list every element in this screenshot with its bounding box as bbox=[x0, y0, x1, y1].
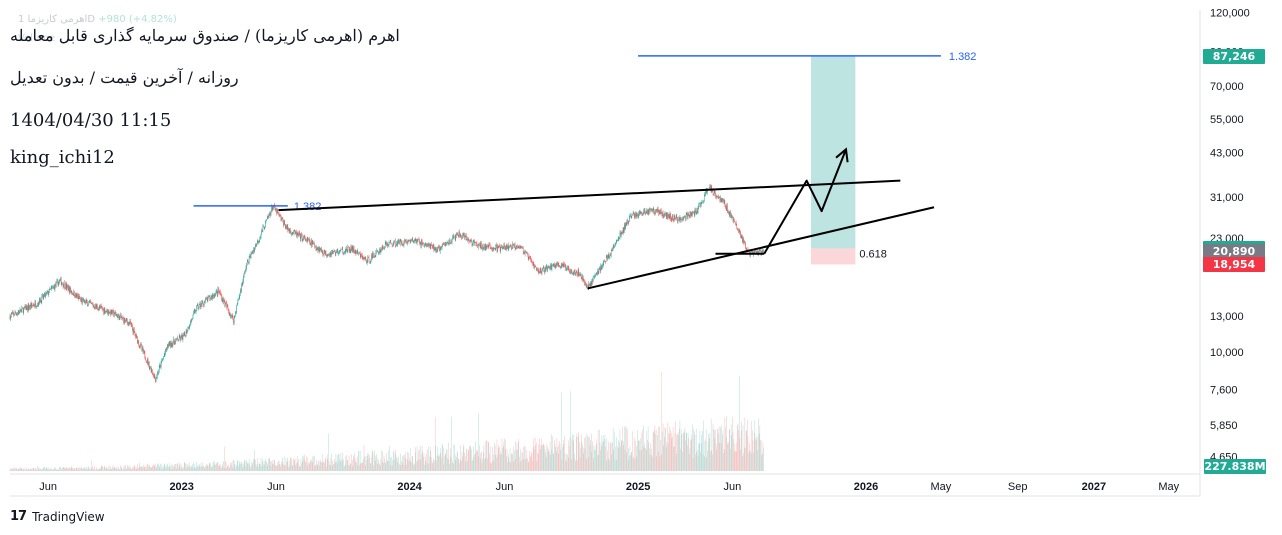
y-tick-label: 55,000 bbox=[1210, 114, 1244, 126]
x-tick-label: Sep bbox=[1008, 481, 1028, 493]
tradingview-logo[interactable]: 17 TradingView bbox=[10, 509, 105, 524]
y-tick-label: 70,000 bbox=[1210, 81, 1244, 93]
x-tick-label: May bbox=[931, 481, 952, 493]
x-tick-label: Jun bbox=[723, 481, 741, 493]
axes: 120,00090,00070,00055,00043,00031,00023,… bbox=[10, 7, 1250, 497]
chart-datetime: 1404/04/30 11:15 bbox=[10, 110, 172, 131]
projection-arrowhead-icon bbox=[835, 147, 849, 163]
volume-bars bbox=[9, 371, 764, 471]
y-tick-label: 5,850 bbox=[1210, 420, 1238, 432]
drawings[interactable]: 1.382 1.382 0.618 bbox=[193, 51, 977, 290]
y-tick-label: 43,000 bbox=[1210, 148, 1244, 160]
ghost-symbol: 1 اهرمی کاریزماD bbox=[18, 14, 96, 25]
price-tag: 18,954 bbox=[1203, 257, 1265, 273]
fib-left-label: 1.382 bbox=[294, 201, 322, 213]
price-tag: 87,246 bbox=[1203, 48, 1265, 64]
long-position-target-zone[interactable] bbox=[811, 55, 856, 249]
ghost-legend: 1 اهرمی کاریزماD +980 (+4.82%) bbox=[18, 14, 177, 25]
y-tick-label: 13,000 bbox=[1210, 311, 1244, 323]
x-tick-label: 2024 bbox=[397, 481, 422, 493]
x-tick-label: May bbox=[1158, 481, 1179, 493]
tradingview-mark-icon: 17 bbox=[10, 509, 27, 524]
x-tick-label: Jun bbox=[496, 481, 514, 493]
chart-author: king_ichi12 bbox=[10, 147, 115, 168]
x-tick-label: Jun bbox=[267, 481, 285, 493]
lower-trendline[interactable] bbox=[587, 206, 935, 290]
long-position-stop-zone[interactable] bbox=[811, 248, 856, 265]
ghost-change: +980 (+4.82%) bbox=[98, 14, 177, 25]
chart-title: اهرم (اهرمی کاریزما) / صندوق سرمایه گذار… bbox=[10, 26, 400, 45]
y-tick-label: 10,000 bbox=[1210, 347, 1244, 359]
candles bbox=[9, 183, 764, 383]
tradingview-name: TradingView bbox=[32, 509, 105, 524]
fib-top-label: 1.382 bbox=[949, 51, 977, 63]
y-tick-label: 31,000 bbox=[1210, 192, 1244, 204]
ghost-volume: Volume bbox=[18, 33, 56, 44]
price-tag: 227.838M bbox=[1204, 459, 1266, 475]
fib-bottom-label: 0.618 bbox=[859, 249, 887, 261]
chart-subtitle: روزانه / آخرین قیمت / بدون تعدیل bbox=[10, 68, 239, 87]
x-tick-label: 2025 bbox=[626, 481, 650, 493]
price-tag: 20,890 bbox=[1203, 244, 1265, 260]
upper-trendline[interactable] bbox=[278, 179, 901, 212]
x-tick-label: 2023 bbox=[169, 481, 193, 493]
projection-path[interactable] bbox=[763, 148, 847, 255]
y-tick-label: 120,000 bbox=[1210, 7, 1250, 19]
x-tick-label: 2027 bbox=[1082, 481, 1106, 493]
x-tick-label: 2026 bbox=[854, 481, 878, 493]
y-tick-label: 7,600 bbox=[1210, 384, 1238, 396]
x-tick-label: Jun bbox=[39, 481, 57, 493]
